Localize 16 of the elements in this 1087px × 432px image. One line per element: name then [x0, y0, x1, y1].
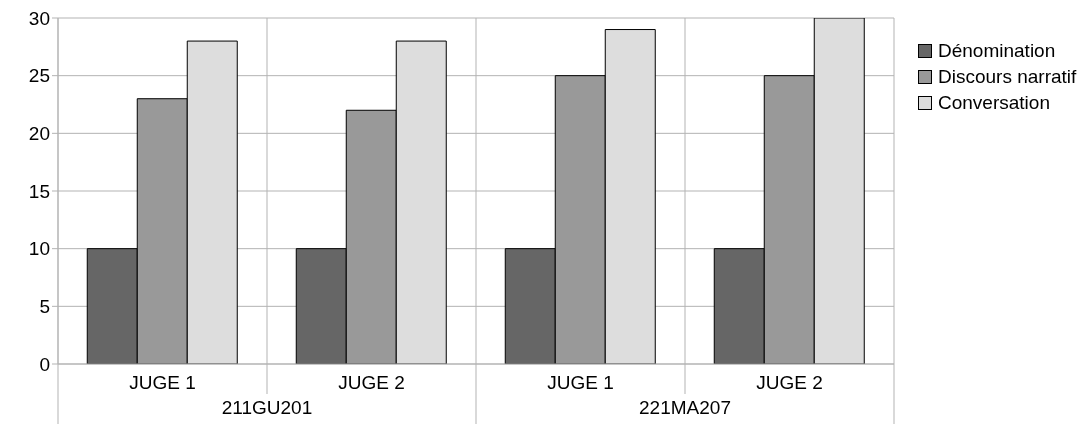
- y-tick-label: 0: [39, 353, 50, 375]
- x-tick-label: JUGE 1: [547, 372, 614, 393]
- y-tick-label: 20: [28, 123, 50, 145]
- legend-label: Conversation: [938, 92, 1050, 114]
- x-tick-label: JUGE 2: [756, 372, 823, 393]
- legend-label: Dénomination: [938, 40, 1056, 62]
- x-tick-label: JUGE 2: [338, 372, 405, 393]
- text: 221MA207: [639, 397, 731, 418]
- x-tick-label: JUGE 1: [129, 372, 196, 393]
- legend-label: Discours narratif: [938, 66, 1077, 88]
- y-tick-label: 25: [28, 65, 50, 87]
- y-tick-label: 5: [39, 296, 50, 318]
- y-tick-label: 15: [28, 180, 50, 202]
- y-tick-label: 10: [28, 238, 50, 260]
- y-tick-label: 30: [28, 7, 50, 29]
- text: 211GU201: [221, 397, 313, 418]
